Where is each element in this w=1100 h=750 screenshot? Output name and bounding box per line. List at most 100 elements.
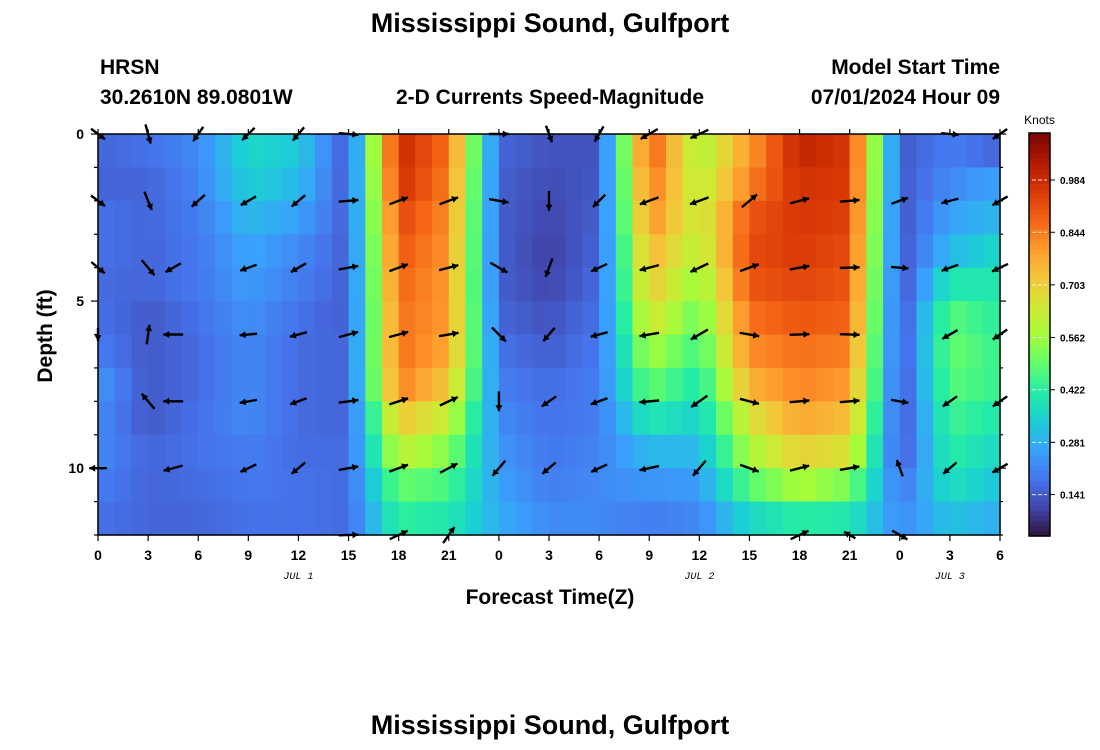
arrow-head	[291, 467, 299, 474]
arrow-head	[895, 459, 903, 467]
x-tick-label: 3	[946, 547, 954, 563]
heatmap-cell	[682, 234, 700, 269]
heatmap-cell	[866, 468, 884, 503]
arrow-head	[639, 198, 647, 206]
current-arrow	[739, 463, 760, 473]
heatmap-cell	[799, 267, 817, 302]
heatmap-cell	[532, 334, 550, 369]
heatmap-cell	[883, 167, 901, 202]
arrow-head	[240, 265, 247, 272]
colorbar-segment	[1029, 218, 1050, 225]
colorbar-segment	[1029, 349, 1050, 356]
heatmap-cell	[549, 434, 567, 469]
current-arrow	[239, 263, 258, 272]
heatmap-cell	[515, 367, 533, 402]
heatmap-cell	[198, 334, 216, 369]
current-arrow	[438, 263, 459, 272]
heatmap-cell	[231, 167, 249, 202]
x-tick-label: 0	[495, 547, 503, 563]
heatmap-cell	[365, 468, 383, 503]
heatmap-cell	[331, 134, 350, 169]
heatmap-cell	[615, 167, 634, 202]
arrow-head	[352, 197, 359, 204]
heatmap-cell	[214, 468, 233, 503]
heatmap-cell	[398, 267, 416, 302]
heatmap-cell	[699, 434, 717, 469]
heatmap-cell	[164, 401, 183, 436]
heatmap-cell	[181, 501, 199, 536]
heatmap-cell	[198, 434, 216, 469]
heatmap-cell	[682, 301, 700, 336]
colorbar-segment	[1029, 374, 1050, 381]
heatmap-cell	[515, 401, 533, 436]
current-arrow	[240, 195, 257, 207]
heatmap-cell	[498, 501, 517, 536]
heatmap-cell	[899, 167, 918, 202]
heatmap-cell	[148, 134, 166, 169]
arrow-head	[146, 203, 153, 210]
heatmap-cell	[632, 301, 650, 336]
heatmap-cell	[532, 167, 550, 202]
arrow-head	[451, 196, 459, 203]
heatmap-cell	[949, 200, 968, 235]
heatmap-cell	[732, 501, 751, 536]
heatmap-cell	[515, 468, 533, 503]
heatmap-cell	[849, 334, 867, 369]
heatmap-cell	[966, 134, 984, 169]
heatmap-cell	[498, 367, 517, 402]
heatmap-cell	[549, 401, 567, 436]
heatmap-cell	[716, 167, 734, 202]
heatmap-cell	[632, 134, 650, 169]
heatmap-cell	[164, 301, 183, 336]
heatmap-cell	[949, 234, 968, 269]
heatmap-cell	[164, 334, 183, 369]
heatmap-cell	[632, 267, 650, 302]
heatmap-cell	[749, 468, 767, 503]
heatmap-cell	[281, 334, 300, 369]
arrow-head	[401, 396, 409, 404]
heatmap-cell	[181, 334, 199, 369]
current-arrow	[941, 263, 959, 272]
heatmap-cell	[465, 167, 483, 202]
heatmap-cell	[816, 134, 834, 169]
heatmap-cell	[265, 200, 283, 235]
heatmap-cell	[448, 200, 467, 235]
heatmap-cell	[298, 301, 316, 336]
colorbar-segment	[1029, 173, 1050, 179]
current-arrow	[739, 331, 760, 339]
heatmap-cell	[565, 434, 583, 469]
heatmap-cell	[782, 200, 801, 235]
heatmap-cell	[498, 200, 517, 235]
heatmap-cell	[214, 134, 233, 169]
colorbar-segment	[1029, 455, 1050, 462]
arrow-head	[992, 400, 1000, 407]
heatmap-cell	[832, 501, 851, 536]
heatmap-cell	[983, 401, 1001, 436]
heatmap-cell	[415, 267, 433, 302]
heatmap-cell	[315, 468, 333, 503]
heatmap-cell	[98, 267, 116, 302]
heatmap-cell	[348, 468, 366, 503]
heatmap-cell	[983, 167, 1001, 202]
heatmap-cell	[816, 501, 834, 536]
heatmap-cell	[131, 367, 149, 402]
heatmap-cell	[782, 134, 801, 169]
heatmap-cell	[949, 334, 968, 369]
colorbar-segment	[1029, 253, 1050, 260]
arrow-head	[690, 198, 697, 206]
heatmap-cell	[498, 401, 517, 436]
heatmap-cell	[899, 401, 918, 436]
heatmap-cell	[649, 234, 667, 269]
heatmap-cell	[883, 234, 901, 269]
heatmap-cell	[298, 334, 316, 369]
heatmap-cell	[381, 267, 400, 302]
heatmap-cell	[565, 501, 583, 536]
chart-subtitle: 2-D Currents Speed-Magnitude	[395, 86, 705, 109]
current-arrow	[239, 398, 258, 406]
arrow-head	[292, 133, 300, 141]
heatmap-cell	[816, 234, 834, 269]
heatmap-cell	[866, 134, 884, 169]
heatmap-cell	[649, 468, 667, 503]
heatmap-cell	[281, 267, 300, 302]
heatmap-cell	[532, 401, 550, 436]
